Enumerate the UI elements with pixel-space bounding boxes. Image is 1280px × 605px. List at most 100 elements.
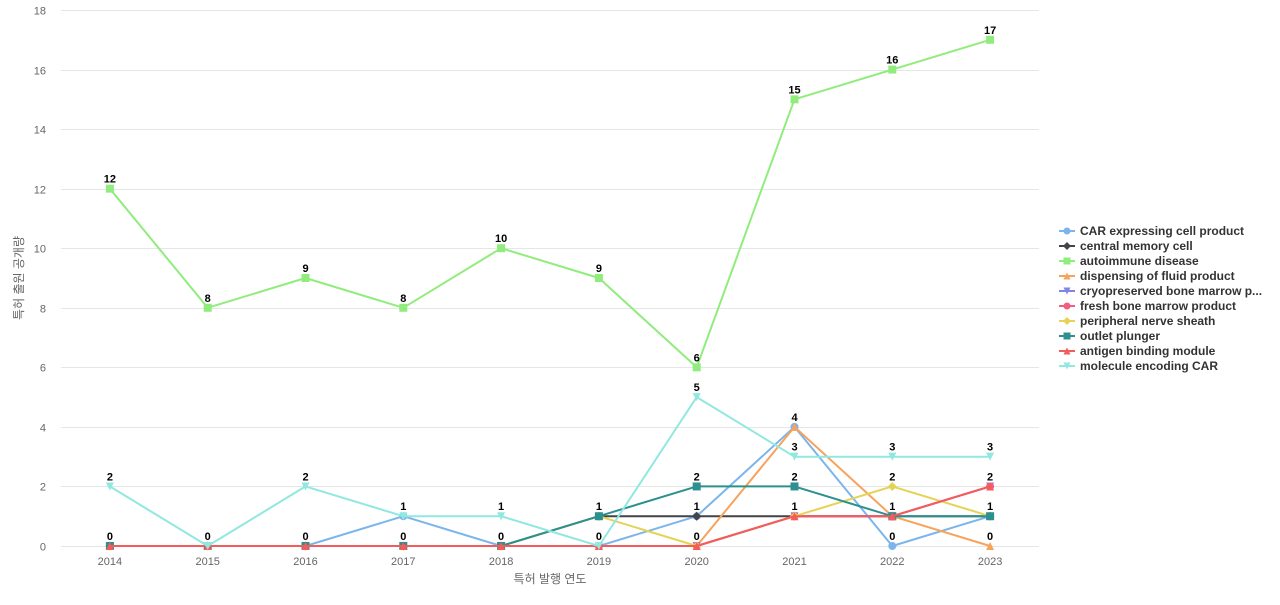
y-axis-title: 특허 출원 공개량: [12, 236, 26, 320]
data-point[interactable]: [301, 482, 310, 491]
data-point[interactable]: [105, 184, 114, 193]
legend-item[interactable]: central memory cell: [1059, 239, 1193, 253]
data-point[interactable]: [986, 512, 995, 521]
legend-marker[interactable]: [1063, 347, 1071, 355]
data-point[interactable]: [790, 452, 799, 461]
data-label: 0: [400, 531, 406, 543]
data-point[interactable]: [692, 511, 702, 521]
data-point[interactable]: [399, 512, 408, 521]
data-labels-layer: 1220809208101010910652101543211632101732…: [104, 25, 996, 543]
legend-marker[interactable]: [1063, 257, 1071, 265]
legend-label: CAR expressing cell product: [1080, 224, 1244, 238]
data-label: 1: [498, 501, 504, 513]
series-2: [105, 35, 995, 372]
data-point[interactable]: [986, 482, 995, 491]
data-label: 5: [694, 382, 700, 394]
legend-marker[interactable]: [1063, 287, 1071, 295]
legend-marker[interactable]: [1063, 332, 1071, 340]
x-tick-label: 2021: [782, 556, 806, 568]
data-point[interactable]: [399, 303, 408, 312]
legend-marker[interactable]: [1063, 302, 1071, 310]
legend-item[interactable]: outlet plunger: [1059, 329, 1160, 343]
legend-marker[interactable]: [1063, 242, 1071, 250]
legend-item[interactable]: molecule encoding CAR: [1059, 359, 1218, 373]
data-point[interactable]: [203, 542, 212, 550]
legend-marker[interactable]: [1063, 227, 1071, 235]
data-point[interactable]: [301, 274, 310, 282]
data-point[interactable]: [888, 65, 897, 74]
data-label: 0: [302, 531, 308, 543]
series-layer: [105, 35, 995, 551]
legend-item[interactable]: fresh bone marrow product: [1059, 299, 1236, 313]
data-label: 1: [987, 501, 993, 513]
legend-label: antigen binding module: [1080, 344, 1216, 358]
y-tick-label: 2: [40, 482, 46, 494]
data-point[interactable]: [497, 244, 506, 253]
data-label: 15: [788, 84, 800, 96]
data-label: 4: [791, 412, 798, 424]
y-tick-label: 8: [40, 304, 46, 316]
legend-item[interactable]: dispensing of fluid product: [1059, 269, 1235, 283]
y-tick-label: 4: [40, 423, 46, 435]
legend-label: central memory cell: [1080, 239, 1193, 253]
data-point[interactable]: [692, 393, 701, 402]
x-axis-ticks: 2014 2015 2016 2017 2018 2019 2020 2021 2022 2023: [98, 556, 1003, 568]
data-point[interactable]: [986, 35, 995, 44]
y-tick-label: 16: [34, 66, 46, 78]
data-point[interactable]: [497, 512, 506, 521]
legend-item[interactable]: peripheral nerve sheath: [1059, 314, 1215, 328]
data-point[interactable]: [790, 482, 799, 491]
data-label: 0: [987, 531, 993, 543]
x-tick-label: 2020: [684, 556, 708, 568]
data-point[interactable]: [986, 452, 995, 461]
data-point[interactable]: [986, 542, 995, 550]
x-axis-title: 특허 발행 연도: [514, 571, 587, 586]
data-point[interactable]: [888, 512, 897, 521]
data-point[interactable]: [594, 274, 603, 282]
data-point[interactable]: [888, 452, 897, 461]
data-label: 2: [987, 471, 993, 483]
legend-marker[interactable]: [1063, 362, 1071, 370]
data-label: 9: [596, 263, 602, 275]
data-label: 2: [791, 471, 797, 483]
x-tick-label: 2018: [489, 556, 513, 568]
data-point[interactable]: [692, 482, 701, 491]
x-tick-label: 2023: [978, 556, 1002, 568]
series-line: [108, 38, 992, 369]
data-point[interactable]: [692, 363, 701, 372]
legend-marker[interactable]: [1063, 272, 1071, 280]
data-point[interactable]: [692, 542, 701, 550]
data-point[interactable]: [888, 542, 897, 550]
data-label: 17: [984, 25, 996, 37]
legend-label: molecule encoding CAR: [1080, 359, 1218, 373]
data-label: 0: [596, 531, 602, 543]
legend-item[interactable]: cryopreserved bone marrow p...: [1059, 284, 1262, 298]
data-label: 2: [302, 471, 308, 483]
data-point[interactable]: [790, 95, 799, 104]
data-point[interactable]: [105, 542, 114, 550]
data-point[interactable]: [399, 542, 408, 550]
legend-item[interactable]: antigen binding module: [1059, 344, 1216, 358]
legend-label: cryopreserved bone marrow p...: [1080, 284, 1262, 298]
legend-marker[interactable]: [1063, 317, 1071, 325]
legend-item[interactable]: CAR expressing cell product: [1059, 224, 1244, 238]
data-point[interactable]: [790, 422, 799, 431]
data-point[interactable]: [105, 482, 114, 491]
data-point[interactable]: [594, 512, 603, 521]
legend-item[interactable]: autoimmune disease: [1059, 254, 1199, 268]
data-point[interactable]: [594, 542, 603, 550]
data-point[interactable]: [301, 542, 310, 550]
data-label: 3: [987, 442, 993, 454]
data-point[interactable]: [790, 512, 799, 521]
data-label: 2: [694, 471, 700, 483]
data-point[interactable]: [497, 542, 506, 550]
data-point[interactable]: [887, 481, 897, 491]
grid-layer: [61, 10, 1039, 547]
data-label: 1: [400, 501, 406, 513]
y-tick-label: 6: [40, 363, 46, 375]
data-label: 1: [596, 501, 602, 513]
data-point[interactable]: [203, 303, 212, 312]
data-label: 2: [107, 471, 113, 483]
